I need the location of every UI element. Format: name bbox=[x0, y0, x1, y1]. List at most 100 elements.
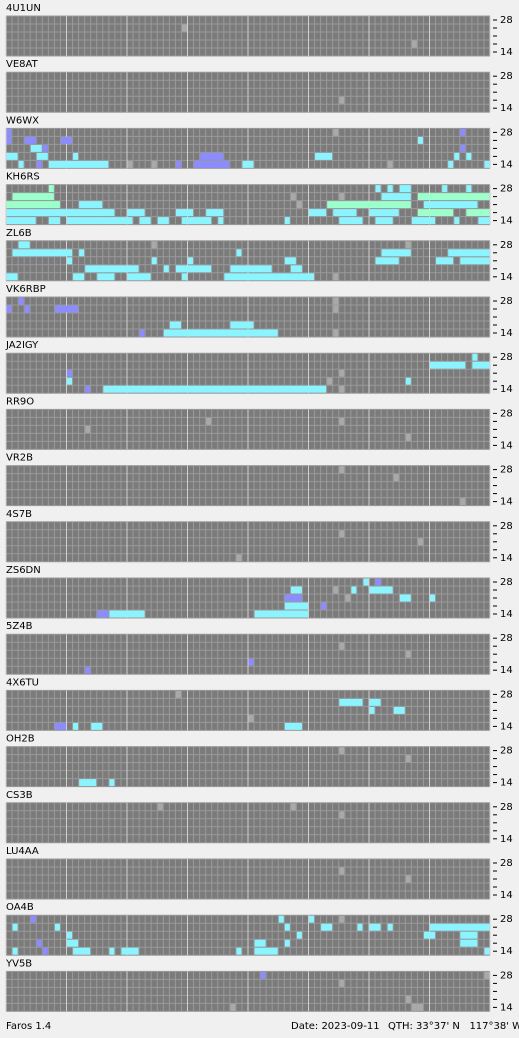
signal-cell bbox=[230, 321, 254, 329]
grid-major-lines bbox=[5, 353, 491, 394]
signal-cell bbox=[200, 152, 224, 160]
grid-major-lines bbox=[5, 859, 491, 899]
signal-cell bbox=[284, 722, 302, 730]
grid-lines bbox=[6, 633, 490, 675]
signal-cell bbox=[260, 971, 266, 979]
signal-cell bbox=[73, 722, 79, 730]
signal-cell bbox=[224, 273, 315, 281]
signal-cell bbox=[351, 586, 357, 594]
signal-cell bbox=[85, 385, 91, 393]
signal-cell bbox=[6, 273, 18, 281]
grid-major-lines bbox=[5, 634, 491, 675]
grid-major-lines bbox=[5, 465, 491, 506]
signal-cell bbox=[436, 257, 454, 265]
signal-cell bbox=[321, 602, 327, 610]
signal-cell bbox=[157, 803, 163, 811]
signal-cell bbox=[460, 939, 478, 947]
band-label-bottom: 14 bbox=[500, 47, 513, 58]
signal-cell bbox=[48, 185, 54, 193]
signal-cell bbox=[387, 160, 393, 168]
signal-cell bbox=[375, 257, 399, 265]
signal-cell bbox=[296, 931, 302, 939]
signal-cell bbox=[405, 995, 411, 1003]
band-label-top: 28 bbox=[500, 521, 513, 532]
signal-cell bbox=[339, 530, 345, 538]
signal-cell bbox=[230, 1003, 236, 1011]
signal-cell bbox=[24, 136, 36, 144]
band-label-bottom: 14 bbox=[500, 328, 513, 339]
signal-cell bbox=[339, 466, 345, 474]
signal-cell bbox=[67, 217, 133, 225]
station-call: LU4AA bbox=[6, 846, 39, 857]
station-call: VK6RBP bbox=[6, 284, 46, 295]
signal-cell bbox=[73, 273, 85, 281]
signal-cell bbox=[339, 96, 345, 104]
band-label-top: 28 bbox=[500, 15, 513, 26]
signal-cell bbox=[466, 152, 472, 160]
signal-cell bbox=[18, 160, 24, 168]
signal-cell bbox=[242, 160, 254, 168]
signal-cell bbox=[369, 586, 393, 594]
signal-cell bbox=[454, 152, 460, 160]
signal-cell bbox=[67, 931, 73, 939]
signal-cell bbox=[339, 369, 345, 377]
signal-cell bbox=[181, 273, 187, 281]
signal-cell bbox=[405, 755, 411, 763]
signal-cell bbox=[73, 947, 91, 955]
band-label-bottom: 14 bbox=[500, 440, 513, 451]
signal-cell bbox=[405, 377, 411, 385]
signal-cell bbox=[109, 947, 115, 955]
signal-cell bbox=[12, 947, 18, 955]
station-call: JA2IGY bbox=[5, 340, 39, 351]
signal-cell bbox=[460, 128, 466, 136]
signal-cell bbox=[42, 947, 48, 955]
signal-cell bbox=[339, 217, 363, 225]
signal-cell bbox=[12, 923, 18, 931]
band-label-bottom: 14 bbox=[500, 159, 513, 170]
signal-cell bbox=[67, 369, 73, 377]
station-call: KH6RS bbox=[6, 172, 40, 183]
signal-cell bbox=[333, 305, 339, 313]
signal-cell bbox=[339, 811, 345, 819]
signal-cell bbox=[194, 160, 230, 168]
signal-cell bbox=[54, 923, 60, 931]
signal-cell bbox=[248, 714, 254, 722]
band-label-top: 28 bbox=[500, 633, 513, 644]
station-call: ZL6B bbox=[6, 228, 32, 239]
station-call: OA4B bbox=[6, 902, 34, 913]
band-label-top: 28 bbox=[500, 858, 513, 869]
signal-cell bbox=[36, 939, 42, 947]
band-label-bottom: 14 bbox=[500, 553, 513, 564]
signal-cell bbox=[423, 201, 478, 209]
band-label-top: 28 bbox=[500, 465, 513, 476]
signal-cell bbox=[296, 201, 302, 209]
signal-cell bbox=[284, 257, 296, 265]
station-call: 4U1UN bbox=[6, 3, 41, 14]
band-label-top: 28 bbox=[500, 689, 513, 700]
signal-cell bbox=[290, 193, 296, 201]
signal-cell bbox=[85, 265, 139, 273]
grid-lines bbox=[6, 71, 490, 113]
signal-cell bbox=[417, 538, 423, 546]
signal-cell bbox=[127, 160, 133, 168]
grid-lines bbox=[6, 858, 490, 900]
grid-major-lines bbox=[5, 240, 491, 281]
signal-cell bbox=[236, 249, 242, 257]
signal-cell bbox=[399, 185, 411, 193]
band-label-top: 28 bbox=[500, 184, 513, 195]
signal-cell bbox=[18, 297, 24, 305]
signal-cell bbox=[6, 136, 12, 144]
signal-cell bbox=[127, 273, 151, 281]
signal-cell bbox=[369, 706, 375, 714]
band-label-bottom: 14 bbox=[500, 609, 513, 620]
signal-cell bbox=[381, 249, 411, 257]
signal-cell bbox=[6, 201, 60, 209]
signal-cell bbox=[127, 209, 145, 217]
signal-cell bbox=[333, 297, 339, 305]
signal-cell bbox=[48, 160, 109, 168]
band-label-bottom: 14 bbox=[500, 946, 513, 957]
station-call: ZS6DN bbox=[6, 565, 41, 576]
signal-cell bbox=[381, 193, 411, 201]
